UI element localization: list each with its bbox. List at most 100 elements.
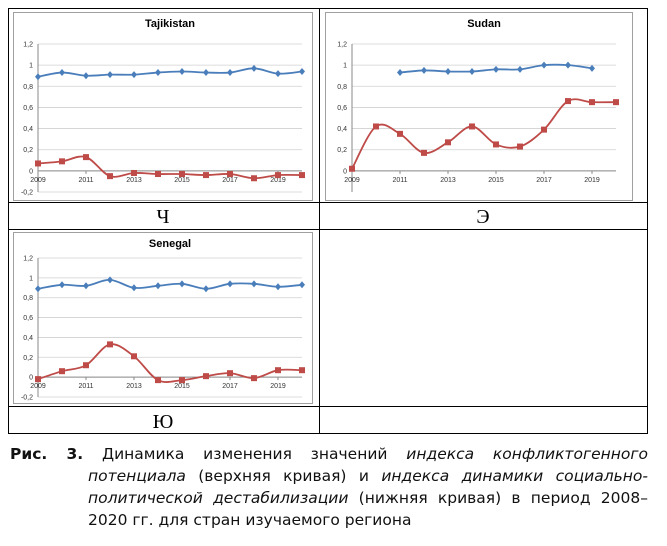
point: [59, 69, 65, 77]
point: [397, 130, 403, 137]
point: [493, 141, 499, 148]
point: [275, 283, 281, 291]
cell-label: Э: [476, 206, 489, 228]
point: [131, 169, 137, 176]
x-tick-label: 2011: [392, 177, 407, 184]
point: [445, 67, 451, 75]
point: [35, 73, 41, 81]
y-tick-label: 0,6: [337, 105, 347, 112]
point: [59, 158, 65, 165]
point: [469, 123, 475, 130]
caption-text: (верхняя кривая) и: [185, 467, 382, 485]
point: [349, 165, 355, 172]
point: [275, 172, 281, 179]
point: [155, 282, 161, 290]
point: [589, 99, 595, 106]
point: [299, 367, 305, 374]
chart-title: Tajikistan: [145, 18, 195, 30]
point: [227, 171, 233, 178]
caption-text: (нижняя кривая) в период 2008–2020 гг. д…: [88, 489, 648, 529]
x-tick-label: 2015: [174, 383, 190, 390]
point: [565, 98, 571, 105]
point: [517, 143, 523, 150]
x-tick-label: 2015: [488, 177, 504, 184]
chart: Sudan 0 0,2 0,4 0,6 0,8 1 1,2 2009 2011 2013 2015 20…: [325, 12, 633, 201]
point: [83, 72, 89, 80]
caption-text: Динамика изменения значений: [83, 445, 407, 463]
y-tick-label: 0,2: [23, 355, 33, 362]
point: [179, 377, 185, 384]
x-tick-label: 2013: [126, 383, 142, 390]
point: [131, 284, 137, 292]
point: [203, 285, 209, 293]
point: [131, 71, 137, 79]
point: [227, 69, 233, 77]
y-tick-label: 1: [29, 275, 33, 282]
point: [203, 69, 209, 77]
y-tick-label: 1,2: [337, 42, 347, 49]
point: [179, 171, 185, 178]
point: [227, 370, 233, 377]
y-tick-label: 1: [29, 63, 33, 70]
point: [155, 171, 161, 178]
point: [251, 280, 257, 288]
y-tick-label: 0,6: [23, 105, 33, 112]
x-tick-label: 2019: [270, 383, 286, 390]
point: [107, 71, 113, 79]
y-tick-label: 0: [29, 375, 33, 382]
point: [275, 70, 281, 78]
figure-table: Ч Э Ю Tajikistan -0,2 0 0,2 0,4 0,6 0,8 1 1,2 200…: [8, 8, 648, 434]
point: [421, 149, 427, 156]
point: [251, 64, 257, 72]
point: [155, 377, 161, 384]
point: [251, 175, 257, 182]
point: [541, 126, 547, 133]
point: [107, 173, 113, 180]
y-tick-label: 1,2: [23, 256, 33, 263]
point: [83, 362, 89, 369]
y-tick-label: 0,8: [23, 295, 33, 302]
point: [397, 69, 403, 77]
x-tick-label: 2013: [126, 177, 142, 184]
point: [107, 341, 113, 348]
point: [445, 139, 451, 146]
point: [613, 99, 619, 106]
y-tick-label: 0,2: [23, 147, 33, 154]
point: [227, 280, 233, 288]
point: [179, 67, 185, 75]
x-tick-label: 2019: [584, 177, 600, 184]
cell-label: Ч: [157, 206, 170, 228]
point: [59, 281, 65, 289]
point: [421, 66, 427, 74]
chart: Tajikistan -0,2 0 0,2 0,4 0,6 0,8 1 1,2 2009 2011 2…: [13, 12, 313, 201]
y-tick-label: -0,2: [21, 395, 33, 402]
x-tick-label: 2009: [30, 383, 46, 390]
point: [35, 160, 41, 167]
y-tick-label: 0,6: [23, 315, 33, 322]
y-tick-label: 0,4: [23, 126, 33, 133]
point: [131, 353, 137, 360]
y-tick-label: 1,2: [23, 42, 33, 49]
y-tick-label: -0,2: [21, 190, 33, 197]
caption: Рис. 3. Динамика изменения значений инде…: [10, 443, 648, 531]
point: [275, 367, 281, 374]
point: [179, 280, 185, 288]
x-tick-label: 2017: [222, 383, 238, 390]
point: [35, 285, 41, 293]
point: [373, 123, 379, 130]
x-tick-label: 2013: [440, 177, 456, 184]
x-tick-label: 2019: [270, 177, 286, 184]
cell-label: Ю: [153, 411, 174, 433]
point: [83, 282, 89, 290]
point: [155, 69, 161, 77]
point: [203, 373, 209, 380]
chart-title: Sudan: [467, 18, 501, 30]
point: [299, 172, 305, 179]
x-tick-label: 2009: [30, 177, 46, 184]
y-tick-label: 0,8: [337, 84, 347, 91]
caption-text: индекса конфликтогенного потенциала: [88, 445, 649, 485]
x-tick-label: 2011: [78, 383, 93, 390]
point: [203, 172, 209, 179]
table-border: [8, 8, 648, 434]
